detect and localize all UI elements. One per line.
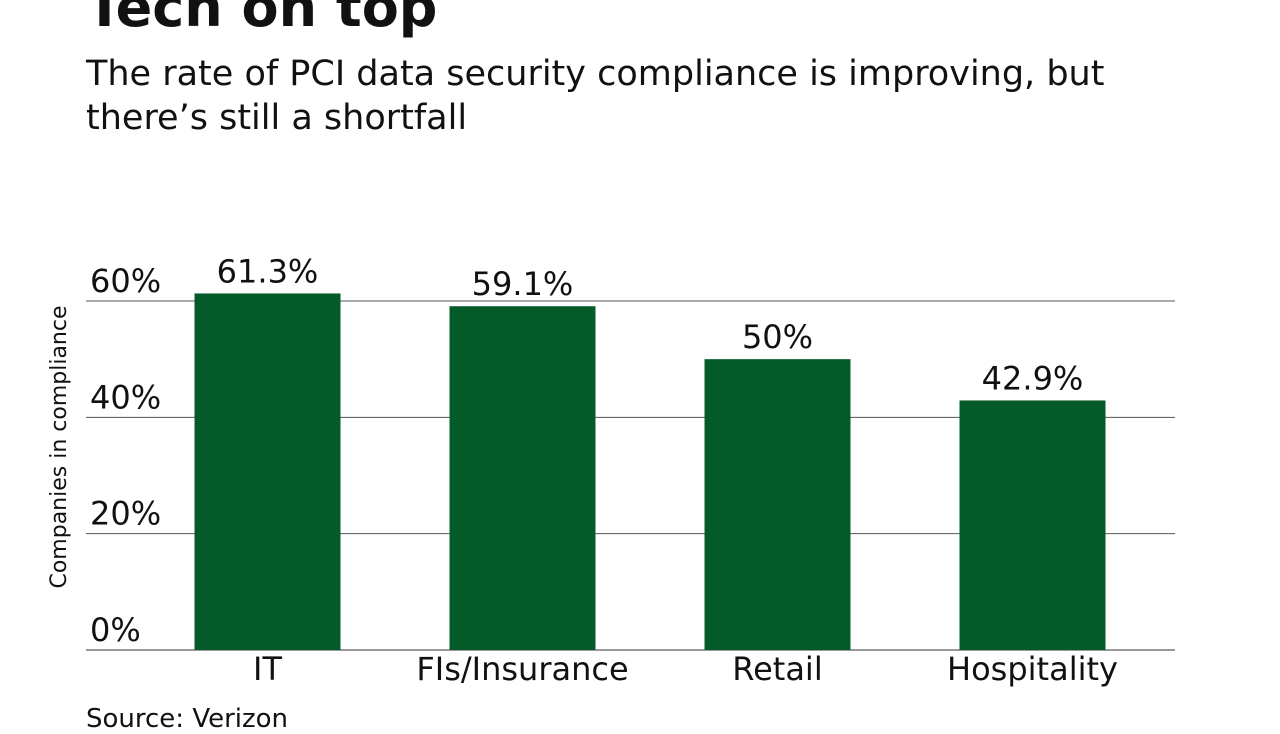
bar: [194, 293, 341, 650]
x-tick-label: FIs/Insurance: [416, 650, 628, 688]
y-tick-label: 20%: [90, 495, 161, 533]
value-label: 42.9%: [982, 359, 1084, 397]
source: Source: Verizon: [86, 704, 289, 734]
value-label: 59.1%: [472, 265, 574, 303]
bar: [959, 400, 1106, 650]
x-tick-label: Retail: [732, 650, 822, 688]
value-label: 50%: [742, 318, 813, 356]
x-tick-label: Hospitality: [947, 650, 1118, 688]
chart-title: Tech on top: [86, 0, 438, 39]
value-label: 61.3%: [217, 252, 319, 290]
x-tick-label: IT: [253, 650, 282, 688]
bar: [449, 306, 596, 650]
y-tick-label: 60%: [90, 262, 161, 300]
y-tick-label: 0%: [90, 611, 141, 649]
chart-subtitle: The rate of PCI data security compliance…: [86, 54, 1105, 138]
bar: [704, 359, 851, 650]
y-tick-label: 40%: [90, 378, 161, 416]
y-axis-label: Companies in compliance: [47, 305, 72, 588]
